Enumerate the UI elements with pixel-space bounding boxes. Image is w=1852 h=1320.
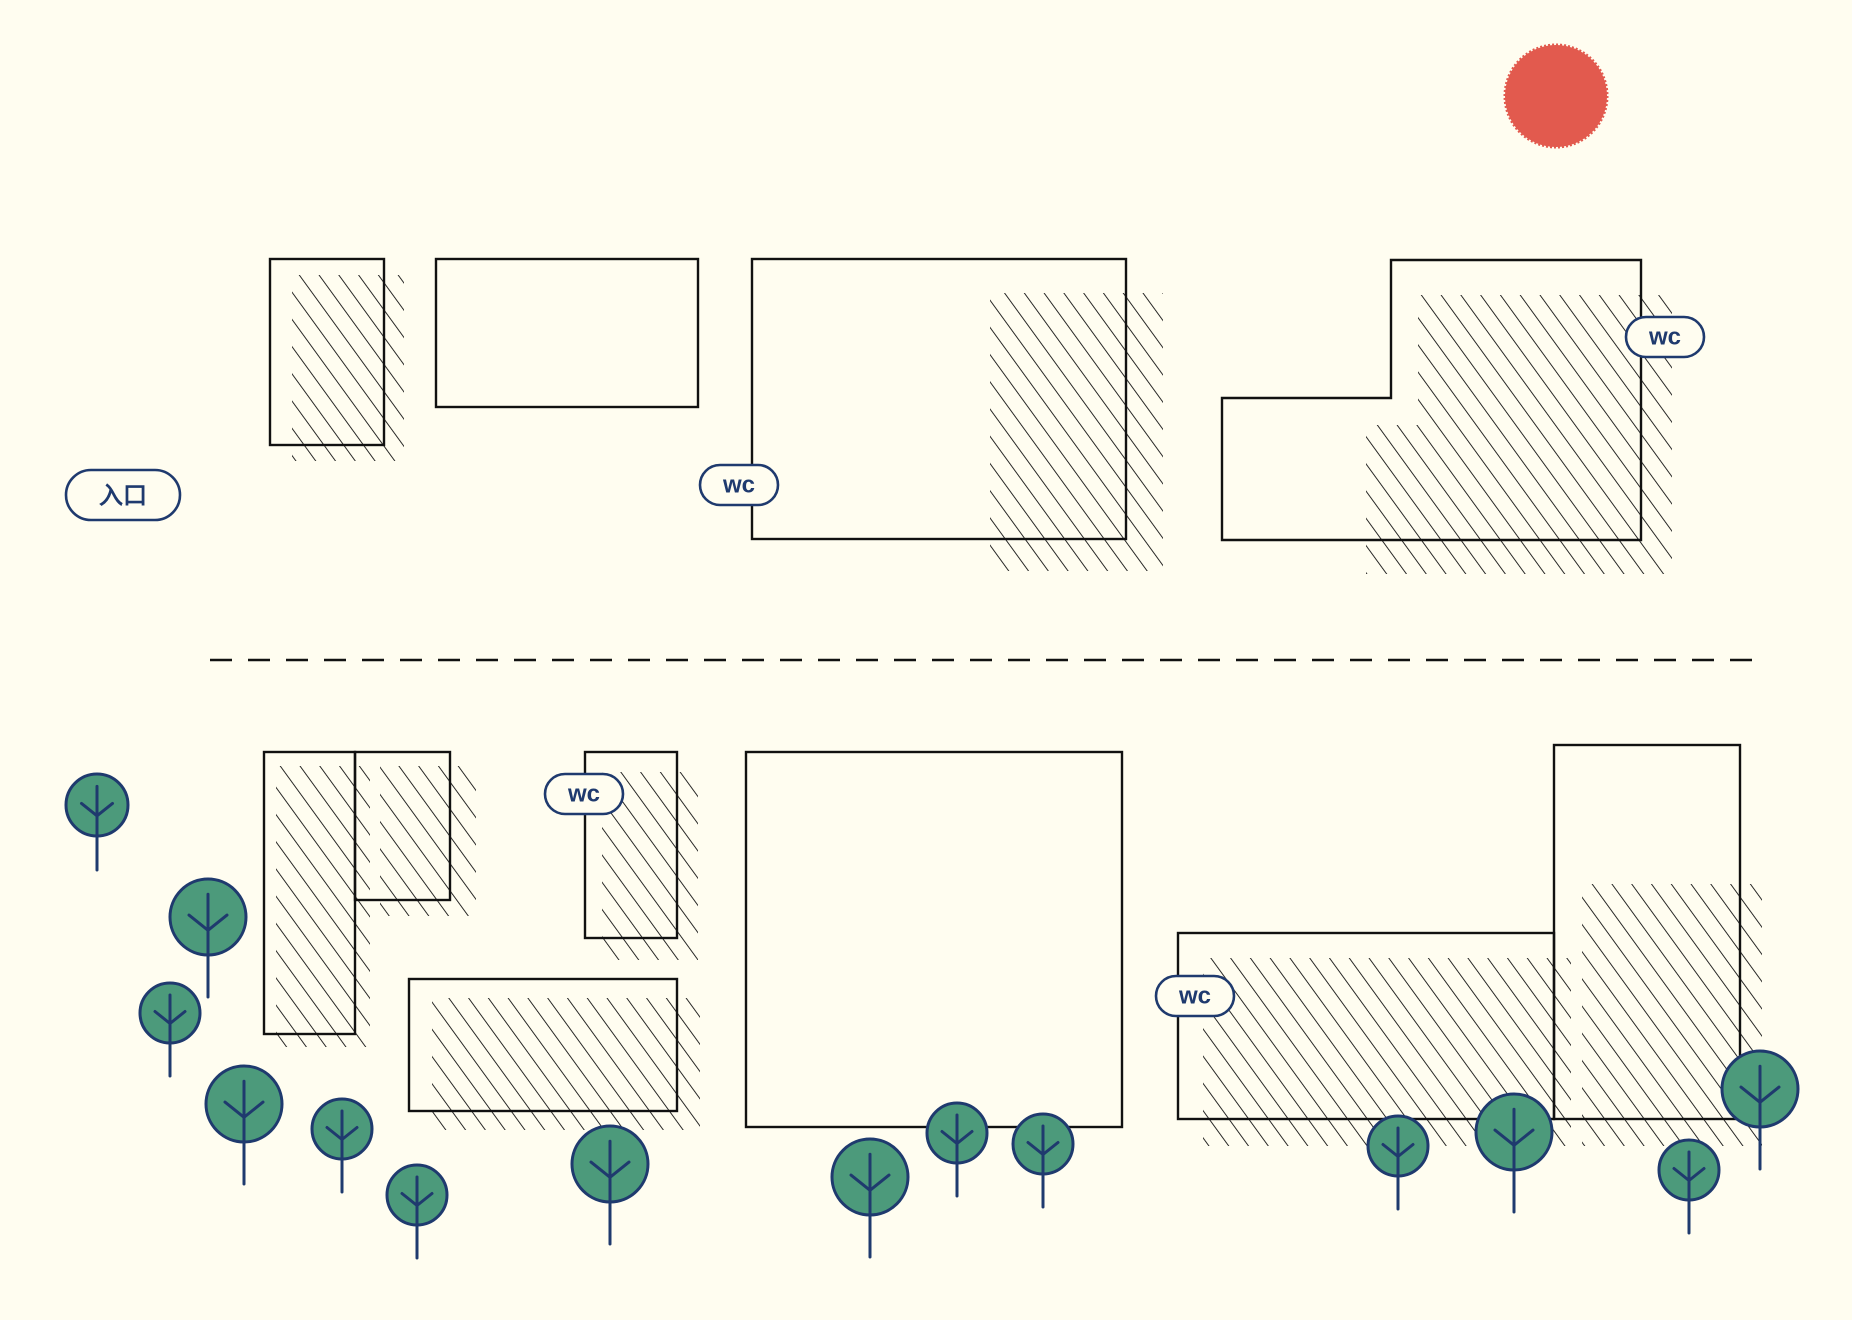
wc-badge[interactable]: wc xyxy=(543,772,625,816)
building xyxy=(268,257,386,447)
entrance-label: 入口 xyxy=(99,483,147,510)
shadow-areas-top xyxy=(292,275,1672,574)
tree-icon xyxy=(1366,1114,1430,1211)
tree-icon xyxy=(1720,1049,1800,1171)
tree-icon xyxy=(1474,1092,1554,1214)
tree-icon xyxy=(64,772,130,872)
buildings-top-row xyxy=(268,257,1643,542)
tree-icon xyxy=(925,1101,989,1198)
tree-icon xyxy=(1657,1138,1721,1235)
wc-badge[interactable]: wc xyxy=(698,463,780,507)
wc-label: wc xyxy=(722,472,755,499)
building xyxy=(1552,743,1742,1121)
tree-icon xyxy=(138,981,202,1078)
wc-badge[interactable]: wc xyxy=(1154,974,1236,1018)
tree-icon xyxy=(1011,1112,1075,1209)
building xyxy=(353,750,452,902)
tree-icon xyxy=(168,877,248,999)
trees xyxy=(64,772,1800,1260)
building xyxy=(407,977,679,1113)
wc-label: wc xyxy=(1178,983,1211,1010)
sun-icon xyxy=(1503,43,1609,149)
tree-icon xyxy=(830,1137,910,1259)
building xyxy=(750,257,1128,541)
building xyxy=(1220,258,1643,542)
wc-label: wc xyxy=(1648,324,1681,351)
wc-label: wc xyxy=(567,781,600,808)
entrance-badge[interactable]: 入口 xyxy=(64,468,182,522)
tree-icon xyxy=(385,1163,449,1260)
shadow-areas-bottom xyxy=(276,766,1762,1146)
tree-icon xyxy=(310,1097,374,1194)
wc-badge[interactable]: wc xyxy=(1624,315,1706,359)
building xyxy=(583,750,679,940)
building xyxy=(434,257,700,409)
buildings-bottom-row xyxy=(262,743,1742,1129)
tree-icon xyxy=(204,1064,284,1186)
tree-icon xyxy=(570,1124,650,1246)
building xyxy=(744,750,1124,1129)
